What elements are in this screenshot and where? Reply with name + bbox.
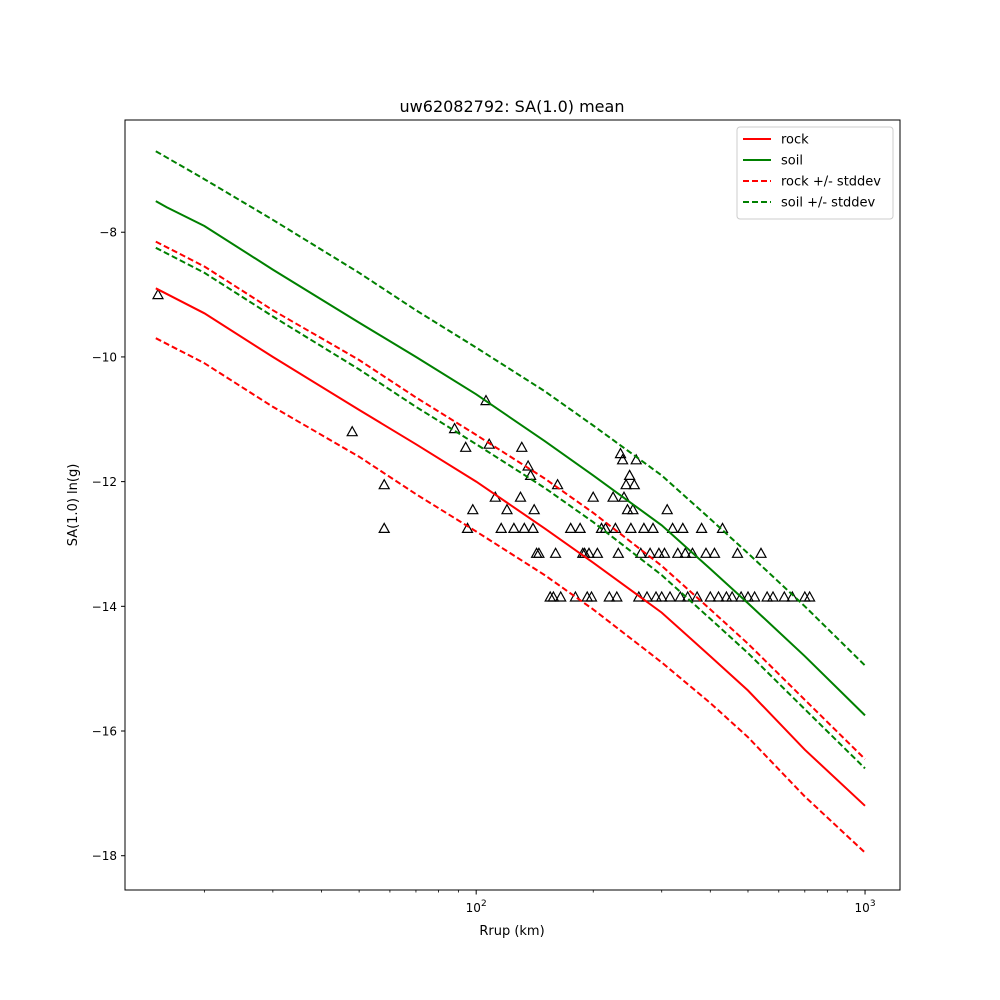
observation-point [607,490,620,502]
observation-point [616,453,629,465]
observation-point [720,590,733,602]
observation-point [686,547,699,558]
observation-point [748,590,761,602]
observation-point [151,288,165,300]
series-lines [155,150,866,854]
observation-point [726,590,739,602]
observation-point [666,522,679,534]
y-axis-label: SA(1.0) ln(g) [66,464,81,547]
y-tick-label: −16 [92,725,117,739]
observation-point [346,425,359,437]
observation-point [632,590,645,602]
observation-point [695,522,708,534]
observation-point [500,503,514,515]
observation-point [378,522,391,534]
observation-point [495,522,508,534]
observation-point [549,547,562,558]
observation-point [699,547,713,558]
observation-point [609,522,622,534]
observation-point [574,522,587,534]
observation-point [671,547,684,558]
series-line-5 [155,246,866,770]
observation-point [778,590,791,602]
observation-point [761,590,774,602]
legend: rock soil rock +/- stddev soil +/- stddev [736,126,894,220]
observation-point [569,590,582,602]
series-line-2 [155,240,866,760]
legend-label: rock +/- stddev [781,175,881,190]
y-tick-label: −12 [92,475,117,489]
observation-point [735,590,748,602]
legend-label: soil +/- stddev [781,196,876,211]
legend-label: soil [781,154,803,169]
observation-point [628,478,641,490]
observation-point [674,590,687,602]
observation-point [591,547,604,558]
observation-point [704,590,717,602]
chart-title: uw62082792: SA(1.0) mean [400,97,625,116]
x-axis-label: Rrup (km) [479,924,544,939]
observation-point [676,522,689,534]
observation-point [528,503,541,515]
observation-point [766,590,780,602]
observation-point [461,522,474,534]
observation-point [524,469,537,480]
observation-point [731,547,744,558]
observation-point [712,590,725,602]
y-tick-label: −10 [92,350,117,364]
observation-point [620,478,633,490]
observation-point [532,547,545,558]
y-tick-label: −18 [92,849,117,863]
observation-point [624,522,637,534]
observation-point [637,522,650,534]
observation-point [679,547,692,558]
observation-point [754,547,768,558]
observation-point [515,441,528,452]
observation-point [582,547,596,558]
observation-point [514,490,527,502]
series-line-3 [155,337,866,854]
observation-point [547,590,560,602]
observation-point [585,590,598,602]
observation-point [610,590,623,602]
observation-point [378,478,391,490]
observation-point [649,590,663,602]
y-tick-label: −8 [99,226,117,240]
observation-point [466,503,479,515]
observation-point [803,590,816,602]
observation-point [626,503,639,515]
observation-point [507,522,520,534]
legend-box [736,126,894,220]
observation-point [741,590,755,602]
series-line-4 [155,150,866,667]
observation-point [603,590,616,602]
observation-point [564,522,577,534]
observation-point [646,522,660,534]
observation-point [658,547,671,558]
observation-point [459,441,472,452]
observation-point [518,522,531,534]
observation-point [612,547,625,558]
plot-frame [124,119,901,891]
observation-point [663,590,677,602]
observation-point [526,522,540,534]
y-tick-label: −14 [92,600,117,614]
observation-point [661,503,674,515]
observation-point [786,590,799,602]
observation-point [630,453,643,465]
observation-point [587,490,600,502]
observation-point [554,590,567,602]
series-line-0 [155,287,866,807]
observation-point [623,469,636,480]
legend-label: rock [781,133,809,148]
series-line-1 [155,200,866,717]
observation-point [691,590,704,602]
observation-point [655,590,668,602]
observation-point [708,547,721,558]
